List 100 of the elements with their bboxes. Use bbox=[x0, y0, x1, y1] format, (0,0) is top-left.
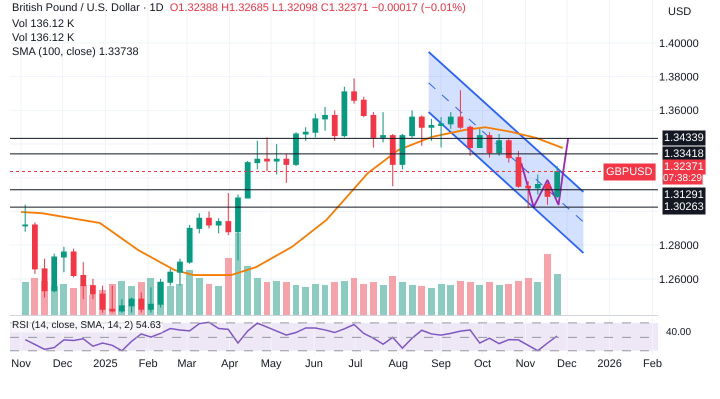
annotation: Vol 136.12 K bbox=[12, 18, 76, 30]
bar bbox=[486, 282, 493, 315]
bar bbox=[60, 284, 67, 315]
candlestick bbox=[32, 222, 38, 274]
ref-line-label: 1.32371 bbox=[664, 161, 704, 173]
candlestick bbox=[400, 133, 406, 170]
bar bbox=[515, 281, 522, 315]
y-tick-label: 1.38000 bbox=[659, 72, 699, 84]
bar bbox=[476, 285, 483, 315]
bar bbox=[302, 287, 309, 315]
x-tick-label: Sep bbox=[431, 358, 451, 370]
candlestick bbox=[428, 118, 434, 142]
y-tick-label: 1.26000 bbox=[659, 274, 699, 286]
line-series bbox=[20, 126, 564, 276]
candlestick bbox=[244, 160, 251, 199]
bar bbox=[89, 295, 96, 315]
candlestick bbox=[22, 204, 28, 232]
x-tick-label: Nov bbox=[11, 358, 32, 370]
ref-line-label: 1.33418 bbox=[664, 148, 704, 160]
bar bbox=[341, 281, 348, 315]
candlestick bbox=[370, 112, 376, 148]
candlestick bbox=[544, 182, 550, 206]
candlestick bbox=[525, 180, 531, 209]
x-tick-label: Mar bbox=[177, 358, 197, 370]
bar bbox=[467, 282, 474, 315]
bar bbox=[360, 284, 367, 315]
candlestick bbox=[467, 125, 473, 156]
candlestick bbox=[206, 211, 212, 229]
bar bbox=[244, 266, 251, 315]
text: 07:38:29 bbox=[663, 173, 702, 184]
bar bbox=[525, 278, 532, 315]
candlestick bbox=[506, 138, 512, 164]
bar bbox=[186, 270, 193, 315]
candlestick bbox=[264, 136, 270, 172]
candlestick bbox=[458, 90, 464, 130]
bar bbox=[554, 274, 561, 315]
candlestick bbox=[312, 113, 318, 138]
candlestick bbox=[409, 110, 415, 140]
candlestick bbox=[196, 212, 202, 234]
candlestick bbox=[341, 86, 348, 138]
line-series bbox=[520, 137, 570, 208]
bar bbox=[167, 286, 174, 315]
bar bbox=[505, 284, 512, 315]
x-tick-label: Dec bbox=[557, 358, 578, 370]
x-tick-label: Oct bbox=[474, 358, 492, 370]
candlestick bbox=[418, 114, 425, 146]
bar bbox=[409, 285, 416, 315]
bar bbox=[225, 258, 232, 315]
candlestick bbox=[448, 112, 454, 130]
candlestick bbox=[61, 246, 67, 273]
x-tick-label: Aug bbox=[388, 358, 408, 370]
ref-line-label: 1.31291 bbox=[664, 189, 704, 201]
candlestick bbox=[360, 96, 367, 118]
bar bbox=[380, 285, 387, 315]
bar bbox=[235, 233, 241, 315]
candlestick bbox=[216, 218, 222, 234]
text: 40.00 bbox=[666, 327, 692, 338]
candlestick bbox=[225, 192, 232, 236]
bar bbox=[215, 286, 222, 315]
bar bbox=[70, 288, 77, 315]
candlestick bbox=[496, 133, 502, 156]
bar bbox=[370, 282, 377, 315]
bar bbox=[254, 278, 261, 315]
candlestick bbox=[438, 116, 444, 148]
annotation: GBPUSD bbox=[606, 166, 653, 178]
y-tick-label: 1.36000 bbox=[659, 105, 699, 118]
text: USD bbox=[668, 6, 692, 18]
bar bbox=[22, 282, 29, 315]
candlestick bbox=[554, 166, 560, 199]
candlestick bbox=[486, 132, 492, 158]
x-tick-label: 2025 bbox=[93, 358, 118, 370]
candlestick bbox=[100, 285, 106, 314]
chart-title: RSI (14, close, SMA, 14, 2) 54.63 bbox=[12, 320, 162, 331]
bar bbox=[496, 285, 503, 315]
bar bbox=[544, 254, 551, 315]
bar bbox=[438, 284, 445, 315]
candlestick bbox=[476, 128, 483, 148]
bar bbox=[312, 284, 319, 315]
bar bbox=[293, 285, 299, 315]
x-tick-label: Feb bbox=[642, 358, 662, 370]
bar bbox=[31, 278, 38, 315]
bar bbox=[264, 282, 270, 315]
bar bbox=[283, 282, 290, 315]
y-tick-label: 1.40000 bbox=[659, 38, 699, 50]
x-tick-label: Nov bbox=[516, 358, 536, 370]
bar bbox=[399, 282, 406, 315]
x-tick-label: May bbox=[260, 358, 282, 370]
chart-subtitle: O1.32388 H1.32685 L1.32098 C1.32371 −0.00017 (−0.01%) bbox=[170, 2, 466, 14]
candlestick bbox=[254, 140, 260, 170]
bar bbox=[447, 285, 454, 315]
bar bbox=[322, 285, 328, 315]
x-tick-label: Jul bbox=[348, 358, 362, 370]
bar bbox=[176, 284, 183, 315]
chart-title: British Pound / U.S. Dollar · 1D bbox=[12, 2, 164, 14]
bar bbox=[389, 276, 396, 315]
bar bbox=[351, 278, 357, 315]
x-tick-label: Feb bbox=[138, 358, 158, 370]
bar bbox=[534, 282, 541, 315]
candlestick bbox=[534, 174, 541, 196]
candlestick bbox=[322, 106, 328, 132]
